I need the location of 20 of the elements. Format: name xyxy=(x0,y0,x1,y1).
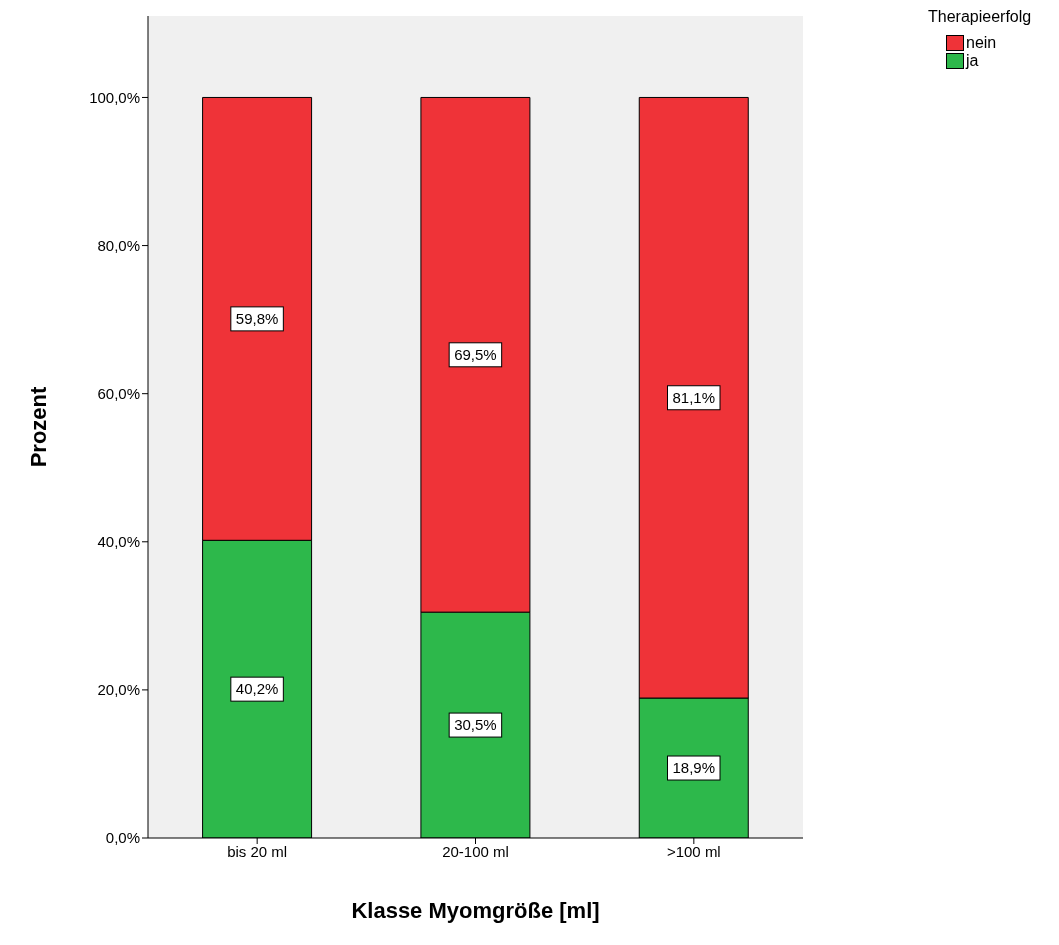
x-axis-title: Klasse Myomgröße [ml] xyxy=(351,898,600,923)
y-tick-label: 20,0% xyxy=(97,681,140,699)
y-axis-title: Prozent xyxy=(25,386,51,468)
x-tick-label: >100 ml xyxy=(666,842,721,860)
data-label: 69,5% xyxy=(454,345,497,363)
x-tick-label: bis 20 ml xyxy=(227,842,288,860)
x-tick-label: 20-100 ml xyxy=(442,842,509,860)
y-tick-label: 60,0% xyxy=(97,385,140,402)
data-label: 40,2% xyxy=(235,680,279,698)
y-tick-label: 40,0% xyxy=(97,533,140,551)
data-label: 59,8% xyxy=(235,309,279,327)
legend-label: nein xyxy=(966,34,997,52)
data-label: 81,1% xyxy=(672,388,716,406)
y-tick-label: 0,0% xyxy=(105,829,140,847)
legend-title: Therapieerfolg xyxy=(928,8,1033,26)
data-label: 30,5% xyxy=(454,716,497,734)
y-tick-label: 100,0% xyxy=(89,88,140,106)
y-tick-label: 80,0% xyxy=(97,236,140,254)
legend-label: ja xyxy=(966,52,979,70)
data-label: 18,9% xyxy=(672,759,716,777)
